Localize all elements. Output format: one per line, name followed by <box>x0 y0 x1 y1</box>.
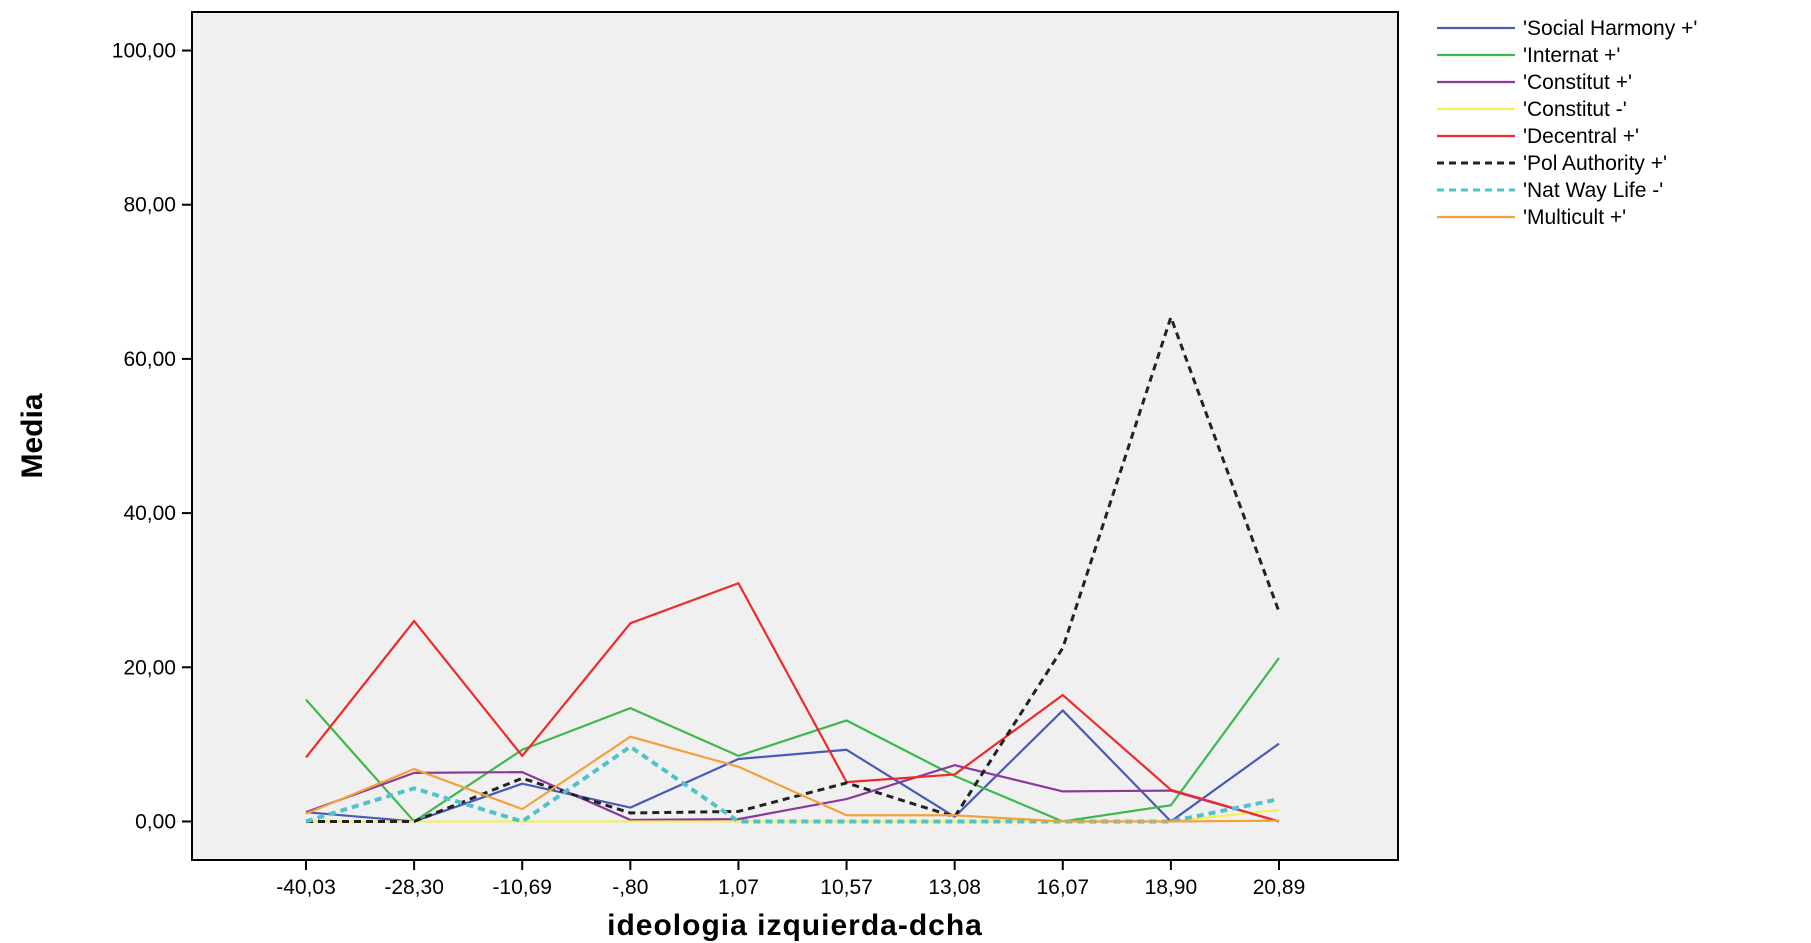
y-tick-label: 100,00 <box>112 40 176 63</box>
x-axis: -40,03 -28,30 -10,69 -,80 1,07 10,57 13,08 16,0… <box>276 860 1305 899</box>
y-tick-label: 60,00 <box>123 348 176 371</box>
x-tick-label: 16,07 <box>1036 876 1089 899</box>
legend: 'Social Harmony +' 'Internat +' 'Constitut… <box>1437 17 1697 229</box>
x-tick-label: -10,69 <box>492 876 552 899</box>
legend-label: 'Internat +' <box>1523 44 1620 67</box>
legend-label: 'Multicult +' <box>1523 206 1626 229</box>
series-line <box>305 764 1280 823</box>
legend-label: 'Constitut +' <box>1523 71 1632 94</box>
y-axis-title: Media <box>16 393 49 478</box>
series-line <box>305 582 1280 823</box>
series-line <box>305 735 1280 823</box>
series-layer <box>305 315 1281 824</box>
series-line <box>305 657 1280 823</box>
series-line <box>305 709 1280 823</box>
x-tick-label: 10,57 <box>820 876 873 899</box>
x-axis-title: ideologia izquierda-dcha <box>607 909 983 942</box>
legend-label: 'Social Harmony +' <box>1523 17 1697 40</box>
series-line <box>306 315 1281 823</box>
y-tick-label: 20,00 <box>123 656 176 679</box>
y-tick-label: 0,00 <box>135 810 176 833</box>
x-tick-label: -40,03 <box>276 876 336 899</box>
x-tick-label: 18,90 <box>1145 876 1198 899</box>
x-tick-label: -28,30 <box>384 876 444 899</box>
legend-label: 'Pol Authority +' <box>1523 152 1667 175</box>
y-axis: 0,00 20,00 40,00 60,00 80,00 100,00 <box>112 40 192 833</box>
legend-label: 'Nat Way Life -' <box>1523 179 1663 202</box>
x-tick-label: 20,89 <box>1253 876 1306 899</box>
y-tick-label: 40,00 <box>123 502 176 525</box>
x-tick-label: 1,07 <box>718 876 759 899</box>
legend-label: 'Decentral +' <box>1523 125 1639 148</box>
plot-area <box>191 11 1399 861</box>
x-tick-label: 13,08 <box>928 876 981 899</box>
legend-label: 'Constitut -' <box>1523 98 1627 121</box>
x-tick-label: -,80 <box>612 876 648 899</box>
y-tick-label: 80,00 <box>123 194 176 217</box>
